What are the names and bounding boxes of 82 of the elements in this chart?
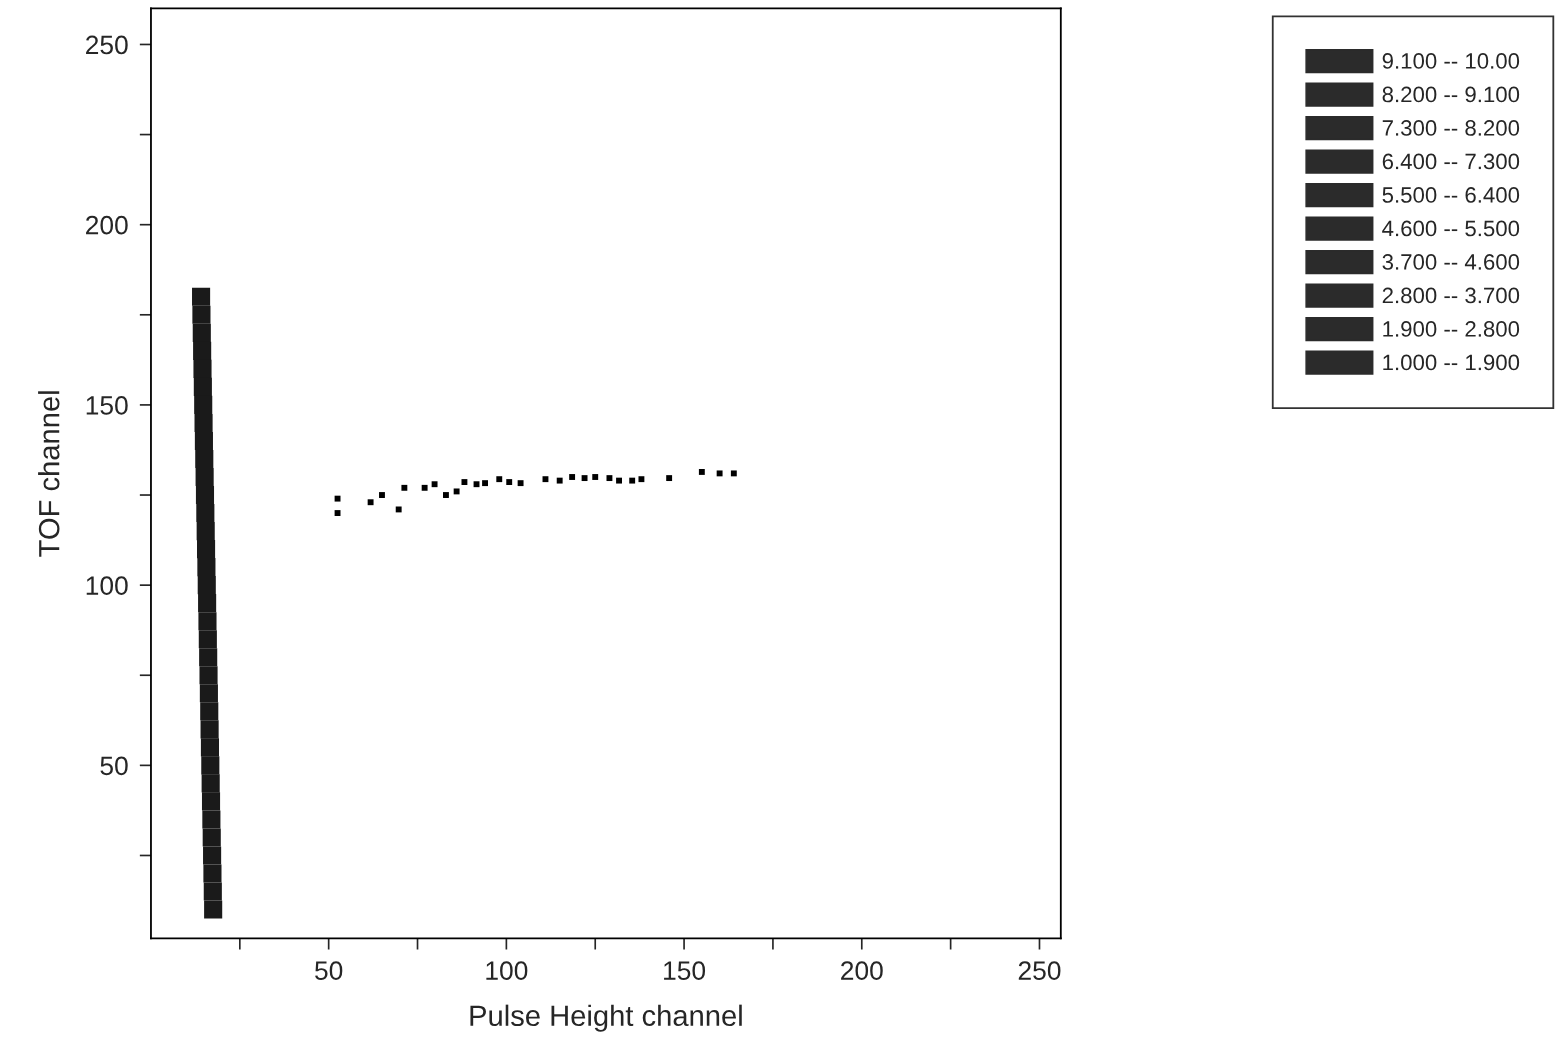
point — [638, 476, 645, 483]
point — [197, 540, 216, 559]
point — [616, 477, 622, 484]
point — [453, 488, 460, 495]
legend-label: 3.700 -- 4.600 — [1382, 254, 1520, 270]
point — [192, 305, 211, 324]
point — [506, 479, 513, 485]
legend-label: 5.500 -- 6.400 — [1382, 187, 1520, 203]
y-tick-label: 50 — [100, 756, 128, 776]
legend-label: 9.100 -- 10.00 — [1382, 53, 1520, 69]
x-tick-label: 200 — [841, 961, 883, 980]
point — [194, 413, 213, 432]
legend-label: 6.400 -- 7.300 — [1382, 153, 1520, 170]
point — [606, 475, 613, 482]
point — [592, 474, 599, 480]
point — [401, 484, 408, 491]
point — [196, 504, 215, 523]
point — [629, 477, 636, 484]
point — [581, 475, 588, 482]
point — [203, 864, 222, 883]
point — [192, 287, 211, 306]
point — [666, 475, 673, 482]
point — [199, 648, 218, 667]
point — [198, 612, 217, 631]
x-tick-label: 250 — [1018, 961, 1061, 980]
point — [443, 492, 449, 498]
y-axis-title: TOF channel — [38, 391, 60, 557]
point — [197, 576, 216, 595]
point — [496, 476, 503, 483]
point — [193, 341, 212, 360]
point — [192, 323, 211, 342]
point — [195, 449, 214, 469]
legend-label: 4.600 -- 5.500 — [1382, 220, 1520, 237]
point — [193, 359, 212, 378]
point — [198, 594, 217, 613]
point — [202, 810, 221, 829]
point — [421, 484, 428, 491]
point — [197, 558, 216, 577]
point — [482, 480, 488, 487]
point — [517, 480, 524, 487]
point — [193, 377, 212, 396]
point — [431, 481, 438, 488]
point — [199, 684, 218, 703]
point — [716, 470, 723, 477]
x-axis-title: Pulse Height channel — [470, 1004, 742, 1032]
point — [203, 846, 222, 865]
point — [202, 828, 221, 847]
x-tick-label: 50 — [315, 961, 343, 980]
point — [201, 792, 221, 811]
point — [569, 474, 576, 480]
point — [198, 630, 217, 649]
point — [203, 882, 222, 901]
legend-label: 1.900 -- 2.800 — [1383, 321, 1520, 337]
point — [199, 666, 218, 685]
x-tick-label: 100 — [486, 961, 528, 980]
point — [196, 522, 215, 541]
legend-label: 7.300 -- 8.200 — [1382, 120, 1520, 136]
point — [698, 469, 705, 475]
point — [201, 774, 220, 793]
point — [194, 395, 213, 414]
legend-label: 2.800 -- 3.700 — [1382, 287, 1520, 304]
y-tick-label: 150 — [86, 396, 128, 415]
point — [194, 431, 213, 451]
point — [195, 467, 214, 487]
point — [730, 470, 737, 477]
point — [204, 900, 223, 919]
point — [200, 738, 220, 757]
point — [201, 756, 220, 775]
x-tick-label: 150 — [664, 961, 706, 980]
point — [200, 702, 219, 721]
point — [200, 720, 219, 739]
point — [395, 506, 402, 513]
y-tick-label: 200 — [86, 215, 128, 235]
legend-label: 1.000 -- 1.900 — [1383, 354, 1520, 371]
y-tick-label: 250 — [86, 35, 128, 55]
point — [461, 479, 468, 485]
y-tick-label: 100 — [86, 576, 128, 595]
point — [556, 477, 563, 484]
point — [367, 499, 374, 506]
legend-label: 8.200 -- 9.100 — [1382, 86, 1520, 103]
point — [195, 485, 215, 505]
point — [379, 492, 385, 498]
